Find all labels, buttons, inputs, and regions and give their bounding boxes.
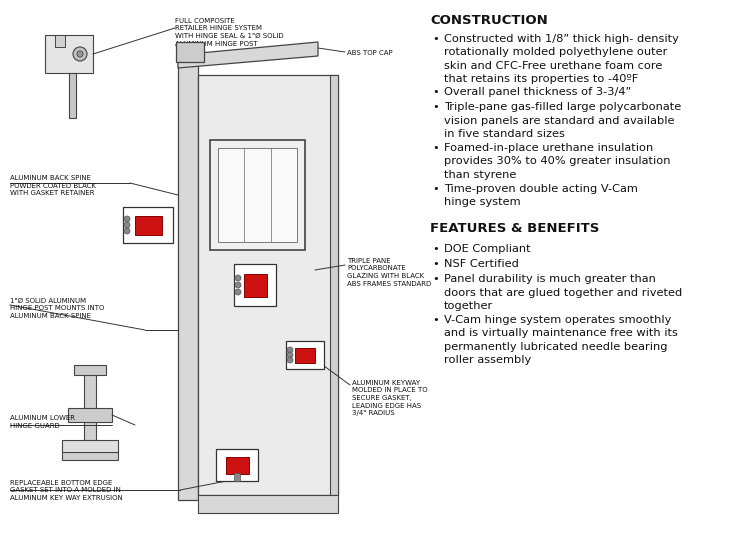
Bar xyxy=(210,140,305,250)
Bar xyxy=(234,264,276,306)
Polygon shape xyxy=(178,42,318,68)
Text: CONSTRUCTION: CONSTRUCTION xyxy=(430,14,547,27)
Text: ALUMINUM LOWER
HINGE GUARD: ALUMINUM LOWER HINGE GUARD xyxy=(10,415,75,429)
Bar xyxy=(244,274,267,297)
Bar xyxy=(55,35,65,47)
Bar xyxy=(178,55,198,500)
Text: 1"Ø SOLID ALUMINUM
HINGE POST MOUNTS INTO
ALUMINUM BACK SPINE: 1"Ø SOLID ALUMINUM HINGE POST MOUNTS INT… xyxy=(10,298,104,319)
Text: Time-proven double acting V-Cam
hinge system: Time-proven double acting V-Cam hinge sy… xyxy=(444,183,638,207)
Bar xyxy=(123,207,173,243)
Text: Overall panel thickness of 3-3/4”: Overall panel thickness of 3-3/4” xyxy=(444,87,632,97)
Text: Triple-pane gas-filled large polycarbonate
vision panels are standard and availa: Triple-pane gas-filled large polycarbona… xyxy=(444,102,681,139)
Text: •: • xyxy=(432,259,439,269)
Bar xyxy=(45,35,93,73)
Bar xyxy=(198,75,338,495)
Circle shape xyxy=(77,51,83,57)
Bar xyxy=(198,495,338,513)
Bar xyxy=(74,365,106,375)
Text: •: • xyxy=(432,183,439,193)
Text: •: • xyxy=(432,102,439,112)
Text: ALUMINUM BACK SPINE
POWDER COATED BLACK
WITH GASKET RETAINER: ALUMINUM BACK SPINE POWDER COATED BLACK … xyxy=(10,175,96,196)
Circle shape xyxy=(235,289,241,295)
Text: •: • xyxy=(432,244,439,254)
Bar xyxy=(62,450,118,460)
Text: ALUMINUM KEYWAY
MOLDED IN PLACE TO
SECURE GASKET,
LEADING EDGE HAS
3/4" RADIUS: ALUMINUM KEYWAY MOLDED IN PLACE TO SECUR… xyxy=(352,380,427,416)
Circle shape xyxy=(124,216,130,222)
Text: Constructed with 1/8” thick high- density
rotationally molded polyethylene outer: Constructed with 1/8” thick high- densit… xyxy=(444,34,679,84)
Circle shape xyxy=(235,275,241,281)
Text: TRIPLE PANE
POLYCARBONATE
GLAZING WITH BLACK
ABS FRAMES STANDARD: TRIPLE PANE POLYCARBONATE GLAZING WITH B… xyxy=(347,258,431,286)
Bar xyxy=(218,148,297,242)
Circle shape xyxy=(287,347,293,353)
Text: ABS TOP CAP: ABS TOP CAP xyxy=(347,50,393,56)
Text: •: • xyxy=(432,315,439,325)
Circle shape xyxy=(235,282,241,288)
Text: Panel durability is much greater than
doors that are glued together and riveted
: Panel durability is much greater than do… xyxy=(444,275,682,311)
Bar xyxy=(226,457,249,474)
Text: DOE Compliant: DOE Compliant xyxy=(444,244,531,254)
Text: V-Cam hinge system operates smoothly
and is virtually maintenance free with its
: V-Cam hinge system operates smoothly and… xyxy=(444,315,678,365)
Bar xyxy=(330,75,338,495)
Bar xyxy=(135,216,162,235)
Text: •: • xyxy=(432,143,439,153)
Bar xyxy=(68,408,112,422)
Circle shape xyxy=(287,357,293,363)
Bar xyxy=(69,73,76,118)
Bar xyxy=(234,473,240,481)
Bar xyxy=(295,348,315,363)
Text: •: • xyxy=(432,87,439,97)
Circle shape xyxy=(287,352,293,358)
Bar xyxy=(62,440,118,452)
Text: REPLACEABLE BOTTOM EDGE
GASKET SET INTO A MOLDED IN
ALUMINUM KEY WAY EXTRUSION: REPLACEABLE BOTTOM EDGE GASKET SET INTO … xyxy=(10,480,122,501)
Bar xyxy=(84,368,96,458)
Text: •: • xyxy=(432,275,439,285)
Text: NSF Certified: NSF Certified xyxy=(444,259,519,269)
Bar xyxy=(216,449,258,481)
Circle shape xyxy=(73,47,87,61)
Bar xyxy=(176,42,204,62)
Bar xyxy=(286,341,324,369)
Circle shape xyxy=(124,222,130,228)
Text: FULL COMPOSITE
RETAILER HINGE SYSTEM
WITH HINGE SEAL & 1"Ø SOLID
ALUMINUM HINGE : FULL COMPOSITE RETAILER HINGE SYSTEM WIT… xyxy=(175,18,284,47)
Text: FEATURES & BENEFITS: FEATURES & BENEFITS xyxy=(430,221,599,235)
Text: •: • xyxy=(432,34,439,44)
Circle shape xyxy=(124,228,130,234)
Text: Foamed-in-place urethane insulation
provides 30% to 40% greater insulation
than : Foamed-in-place urethane insulation prov… xyxy=(444,143,671,180)
